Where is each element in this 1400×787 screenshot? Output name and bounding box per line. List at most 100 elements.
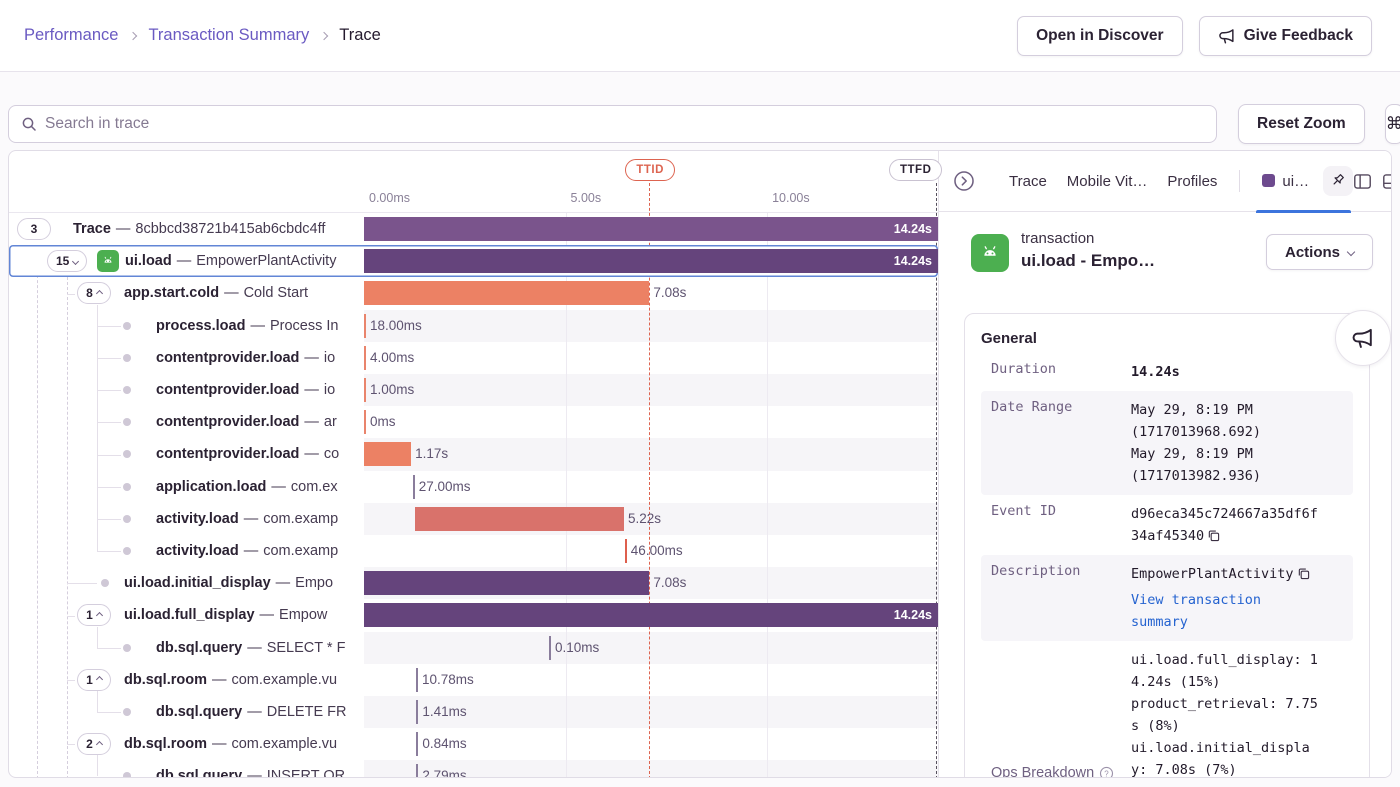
span-row[interactable]: 2 db.sql.room — com.example.vu 0.84ms bbox=[9, 728, 938, 760]
span-duration-bar[interactable] bbox=[364, 313, 366, 338]
span-row[interactable]: 3 Trace —8cbbcd38721b415ab6cbdc4ff 14.24s bbox=[9, 213, 938, 245]
span-tree-cell: application.load — com.ex bbox=[9, 471, 364, 503]
span-duration-bar[interactable] bbox=[364, 442, 412, 467]
span-dot bbox=[123, 708, 131, 717]
general-row-event-id: Event ID d96eca345c724667a35df6f34af45340 bbox=[981, 495, 1353, 555]
chevron-right-icon bbox=[320, 31, 329, 40]
span-bar-cell: 0.84ms bbox=[364, 728, 938, 760]
span-dot bbox=[123, 450, 131, 459]
span-duration-bar[interactable] bbox=[364, 410, 366, 435]
copy-icon[interactable] bbox=[1297, 567, 1310, 580]
span-bar-cell: 4.00ms bbox=[364, 342, 938, 374]
span-count-badge[interactable]: 8 bbox=[77, 282, 111, 305]
trace-waterfall: 0.00ms 5.00s 10.00s TTID TTFD 3 Trace —8cbbcd3… bbox=[8, 150, 1392, 778]
duration-label: 4.00ms bbox=[370, 349, 415, 365]
breadcrumb-item[interactable]: Transaction Summary bbox=[148, 26, 310, 44]
span-count-badge[interactable]: 15 bbox=[47, 250, 88, 273]
tab-ui[interactable]: ui… bbox=[1252, 173, 1319, 190]
layout-bottom-icon[interactable] bbox=[1382, 172, 1391, 191]
span-row[interactable]: contentprovider.load — co 1.17s bbox=[9, 438, 938, 471]
span-count-badge[interactable]: 1 bbox=[77, 668, 111, 691]
span-duration-bar[interactable] bbox=[364, 378, 366, 402]
span-duration-bar[interactable] bbox=[415, 667, 418, 692]
view-transaction-summary-link[interactable]: View transaction summary bbox=[1131, 592, 1262, 630]
transaction-header: transaction ui.load - Empo… Actions bbox=[939, 212, 1391, 312]
span-label: db.sql.query — SELECT * F bbox=[156, 639, 346, 656]
span-label: app.start.cold — Cold Start bbox=[124, 285, 309, 302]
span-count-badge[interactable]: 1 bbox=[77, 604, 111, 627]
span-row[interactable]: application.load — com.ex 27.00ms bbox=[9, 471, 938, 503]
span-row[interactable]: activity.load — com.examp 46.00ms bbox=[9, 535, 938, 567]
span-row[interactable]: contentprovider.load — io 1.00ms bbox=[9, 374, 938, 407]
span-duration-bar[interactable] bbox=[416, 732, 419, 757]
span-duration-bar[interactable] bbox=[624, 539, 627, 563]
feedback-fab[interactable] bbox=[1335, 310, 1391, 366]
span-row[interactable]: db.sql.query — INSERT OR 2.79ms bbox=[9, 760, 938, 777]
span-row[interactable]: contentprovider.load — ar 0ms bbox=[9, 406, 938, 438]
span-row[interactable]: process.load — Process In 18.00ms bbox=[9, 309, 938, 342]
span-duration-bar[interactable] bbox=[364, 345, 366, 370]
duration-label: 7.08s bbox=[653, 285, 687, 301]
span-duration-bar[interactable]: 14.24s bbox=[364, 249, 938, 274]
span-label: process.load — Process In bbox=[156, 317, 339, 334]
search-box[interactable] bbox=[8, 105, 1217, 143]
span-duration-bar[interactable] bbox=[416, 764, 419, 777]
reset-zoom-button[interactable]: Reset Zoom bbox=[1238, 104, 1365, 144]
span-tree-cell: 1 db.sql.room — com.example.vu bbox=[9, 664, 364, 696]
span-row[interactable]: 1 ui.load.full_display — Empow 14.24s bbox=[9, 599, 938, 631]
span-bar-cell: 7.08s bbox=[364, 567, 938, 600]
tab-mobile-vit-[interactable]: Mobile Vit… bbox=[1066, 172, 1148, 190]
span-duration-bar[interactable]: 14.24s bbox=[364, 603, 938, 628]
axis-tick-label: 5.00s bbox=[570, 191, 602, 205]
span-duration-bar[interactable] bbox=[549, 635, 552, 660]
span-row[interactable]: db.sql.query — SELECT * F 0.10ms bbox=[9, 631, 938, 664]
span-duration-bar[interactable] bbox=[414, 506, 624, 531]
span-row[interactable]: db.sql.query — DELETE FR 1.41ms bbox=[9, 696, 938, 729]
actions-button[interactable]: Actions bbox=[1265, 234, 1373, 270]
span-duration-bar[interactable] bbox=[416, 700, 419, 724]
detail-panel: Trace Mobile Vit… Profiles ui… bbox=[938, 151, 1391, 777]
tab-trace[interactable]: Trace bbox=[1009, 172, 1047, 190]
layout-left-icon[interactable] bbox=[1353, 172, 1372, 191]
tree-connector bbox=[67, 293, 75, 295]
span-row[interactable]: activity.load — com.examp 5.22s bbox=[9, 502, 938, 535]
breadcrumb-item[interactable]: Trace bbox=[339, 26, 381, 44]
span-row[interactable]: 15 ui.load — EmpowerPlantActivity 14.24s bbox=[9, 245, 938, 278]
span-bar-cell: 27.00ms bbox=[364, 471, 938, 503]
shortcut-button[interactable]: ⌘ bbox=[1384, 104, 1400, 144]
span-row[interactable]: ui.load.initial_display — Empo 7.08s bbox=[9, 567, 938, 600]
span-duration-bar[interactable] bbox=[364, 281, 650, 306]
general-row-description: Description EmpowerPlantActivity View tran… bbox=[981, 555, 1353, 641]
span-count-badge[interactable]: 2 bbox=[77, 733, 111, 756]
span-bar-cell: 5.22s bbox=[364, 502, 938, 535]
span-tree-cell: contentprovider.load — ar bbox=[9, 406, 364, 438]
duration-label: 46.00ms bbox=[630, 543, 683, 558]
span-row[interactable]: 8 app.start.cold — Cold Start 7.08s bbox=[9, 277, 938, 309]
chevron-up-icon bbox=[95, 289, 103, 298]
duration-label: 0.10ms bbox=[555, 639, 600, 655]
transaction-swatch-icon bbox=[1262, 173, 1276, 187]
copy-icon[interactable] bbox=[1207, 529, 1220, 542]
help-icon[interactable]: ? bbox=[1099, 766, 1114, 777]
breadcrumb-item[interactable]: Performance bbox=[24, 26, 119, 44]
span-tree-cell: contentprovider.load — io bbox=[9, 374, 364, 406]
span-duration-bar[interactable]: 14.24s bbox=[364, 217, 938, 241]
give-feedback-button[interactable]: Give Feedback bbox=[1198, 15, 1372, 56]
tree-connector bbox=[97, 776, 121, 777]
kv-key: Event ID bbox=[991, 503, 1057, 519]
pin-tab-icon[interactable] bbox=[1323, 166, 1354, 196]
general-row-ops-breakdown: Ops Breakdown? ui.load.full_display: 14.2… bbox=[981, 641, 1353, 777]
chevron-up-icon bbox=[95, 676, 103, 684]
span-row[interactable]: 1 db.sql.room — com.example.vu 10.78ms bbox=[9, 664, 938, 696]
span-row[interactable]: contentprovider.load — io 4.00ms bbox=[9, 342, 938, 374]
span-label: ui.load.initial_display — Empo bbox=[124, 575, 334, 592]
span-count-badge[interactable]: 3 bbox=[17, 218, 51, 241]
tree-connector bbox=[97, 390, 121, 392]
search-input[interactable] bbox=[45, 115, 1204, 133]
tab-profiles[interactable]: Profiles bbox=[1167, 172, 1218, 190]
open-in-discover-button[interactable]: Open in Discover bbox=[1017, 15, 1183, 56]
tree-connector bbox=[97, 454, 121, 456]
collapse-panel-icon[interactable] bbox=[953, 170, 975, 192]
span-duration-bar[interactable] bbox=[412, 474, 415, 499]
span-duration-bar[interactable] bbox=[364, 571, 650, 596]
